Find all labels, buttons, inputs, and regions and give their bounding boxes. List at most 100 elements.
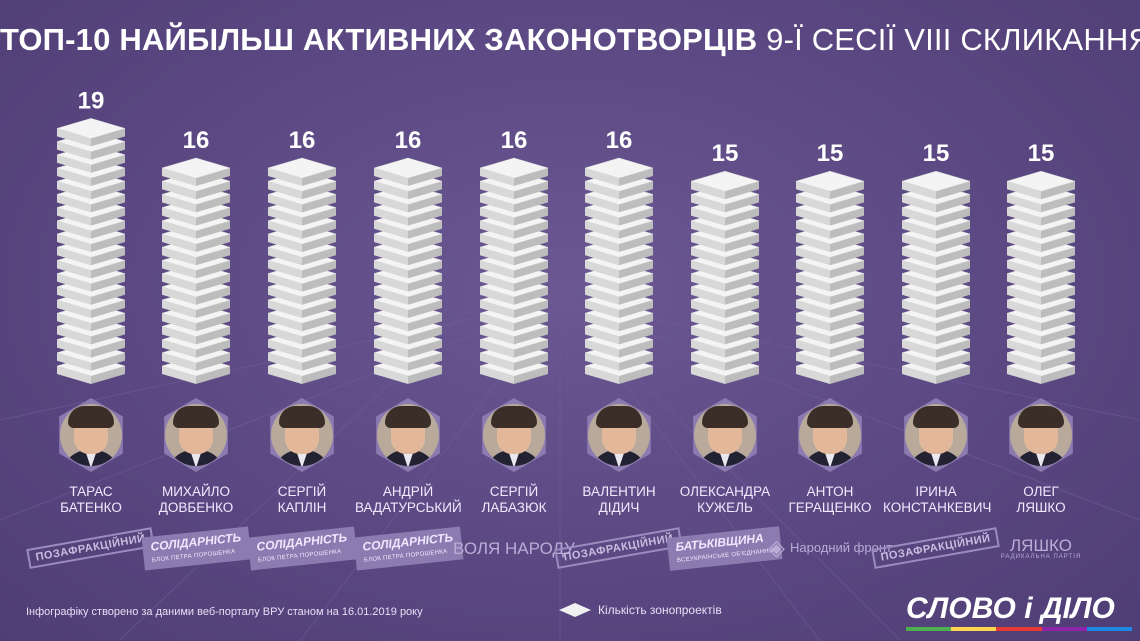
chart-legend: Кількість зонопроектів [558, 602, 722, 618]
portrait-photo [377, 404, 439, 466]
person-first-name: ІРИНА [915, 484, 957, 499]
bar-value-label: 15 [923, 140, 950, 167]
person-card: АНТОН ГЕРАЩЕНКО [777, 398, 883, 516]
party-name: ВОЛЯ НАРОДУ [453, 538, 575, 558]
chart: 19 16 16 16 16 16 15 15 15 15 [56, 87, 1076, 384]
party-name: ПОЗАФРАКЦІЙНИЙ [554, 527, 684, 569]
party-logo: ПОЗАФРАКЦІЙНИЙ [871, 526, 1001, 570]
party-wordmark: ВОЛЯ НАРОДУ [453, 540, 575, 557]
bar-stack [56, 118, 126, 384]
bar-value-label: 16 [289, 127, 316, 154]
person-card: АНДРІЙ ВАДАТУРСЬКИЙ [355, 398, 462, 516]
person-last-name: КОНСТАНКЕВИЧ [883, 500, 992, 515]
person-name: ОЛЕКСАНДРА КУЖЕЛЬ [672, 484, 778, 516]
brand-stripe [906, 627, 952, 631]
party-name: ПОЗАФРАКЦІЙНИЙ [26, 527, 156, 569]
portrait-photo [588, 404, 650, 466]
party-badge: БАТЬКІВЩИНА ВСЕУКРАЇНСЬКЕ ОБ'ЄДНАННЯ [667, 525, 783, 571]
title-bold: ТОП-10 НАЙБІЛЬШ АКТИВНИХ ЗАКОНОТВОРЦІВ [0, 22, 758, 57]
portrait-photo [165, 404, 227, 466]
party-subtitle: РАДИКАЛЬНА ПАРТІЯ [1000, 553, 1082, 560]
portrait-photo [905, 404, 967, 466]
person-last-name: КУЖЕЛЬ [697, 500, 753, 515]
bar-layer [690, 170, 760, 200]
bar-layer [584, 157, 654, 186]
bar-layer [901, 170, 971, 200]
portrait-frame [798, 398, 862, 472]
party-logo: ПОЗАФРАКЦІЙНИЙ [26, 526, 156, 570]
brand-stripe [951, 627, 997, 631]
party-name: ЛЯШКО [1010, 535, 1072, 555]
person-last-name: КАПЛІН [277, 500, 327, 515]
brand-stripe [1041, 627, 1087, 631]
person-first-name: ОЛЕГ [1023, 484, 1059, 499]
party-logo: ЛЯШКО РАДИКАЛЬНА ПАРТІЯ [986, 526, 1096, 570]
brand-stripe [1086, 627, 1133, 631]
person-first-name: ТАРАС [69, 484, 113, 499]
bar-stack [161, 157, 231, 384]
party-wordmark: ЛЯШКО РАДИКАЛЬНА ПАРТІЯ [1001, 537, 1081, 560]
party-badge: СОЛІДАРНІСТЬ БЛОК ПЕТРА ПОРОШЕНКА [353, 526, 463, 570]
person-last-name: БАТЕНКО [60, 500, 122, 515]
source-note: Інфографіку створено за даними веб-порта… [26, 606, 423, 618]
party-logo: СОЛІДАРНІСТЬ БЛОК ПЕТРА ПОРОШЕНКА [141, 526, 251, 570]
page-title: ТОП-10 НАЙБІЛЬШ АКТИВНИХ ЗАКОНОТВОРЦІВ 9… [0, 22, 1140, 58]
bar-stack [1006, 170, 1076, 384]
person-name: СЕРГІЙ КАПЛІН [249, 484, 355, 516]
portrait-frame [482, 398, 546, 472]
person-card: МИХАЙЛО ДОВБЕНКО [143, 398, 249, 516]
party-logo: ВОЛЯ НАРОДУ [453, 526, 575, 570]
bar-layer [1006, 170, 1076, 200]
bar-value-label: 16 [606, 127, 633, 154]
person-name: АНТОН ГЕРАЩЕНКО [777, 484, 883, 516]
bar-layer [267, 157, 337, 186]
person-last-name: ГЕРАЩЕНКО [788, 500, 872, 515]
bar-stack [795, 170, 865, 384]
portrait-photo [271, 404, 333, 466]
portrait-frame [1009, 398, 1073, 472]
bar-layer [56, 118, 126, 147]
person-name: МИХАЙЛО ДОВБЕНКО [143, 484, 249, 516]
bar-value-label: 15 [817, 140, 844, 167]
portrait-frame [59, 398, 123, 472]
person-first-name: СЕРГІЙ [489, 484, 539, 499]
portrait-frame [164, 398, 228, 472]
person-card: ТАРАС БАТЕНКО [38, 398, 144, 516]
legend-label: Кількість зонопроектів [598, 603, 722, 617]
person-card: ВАЛЕНТИН ДІДИЧ [566, 398, 672, 516]
person-last-name: ДІДИЧ [598, 500, 640, 515]
bar-stack [373, 157, 443, 384]
brand-stripes [906, 627, 1133, 631]
party-name: ПОЗАФРАКЦІЙНИЙ [871, 527, 1001, 569]
brand-logo: СЛОВО і ДІЛО [906, 592, 1115, 625]
party-badge: СОЛІДАРНІСТЬ БЛОК ПЕТРА ПОРОШЕНКА [141, 526, 251, 570]
person-card: ОЛЕГ ЛЯШКО [988, 398, 1094, 516]
person-card: ОЛЕКСАНДРА КУЖЕЛЬ [672, 398, 778, 516]
party-logo: СОЛІДАРНІСТЬ БЛОК ПЕТРА ПОРОШЕНКА [353, 526, 463, 570]
person-name: СЕРГІЙ ЛАБАЗЮК [461, 484, 567, 516]
bar-stack [584, 157, 654, 384]
person-last-name: ЛАБАЗЮК [481, 500, 547, 515]
bar-layer [373, 157, 443, 186]
party-logo: БАТЬКІВЩИНА ВСЕУКРАЇНСЬКЕ ОБ'ЄДНАННЯ [667, 525, 783, 571]
bar-stack [267, 157, 337, 384]
legend-block-icon [559, 603, 591, 617]
person-card: СЕРГІЙ КАПЛІН [249, 398, 355, 516]
person-last-name: ВАДАТУРСЬКИЙ [355, 500, 462, 515]
person-name: АНДРІЙ ВАДАТУРСЬКИЙ [355, 484, 462, 516]
portrait-photo [60, 404, 122, 466]
party-emblem-icon: ◈ [768, 535, 785, 560]
bar-layer [161, 157, 231, 186]
person-name: ОЛЕГ ЛЯШКО [988, 484, 1094, 516]
party-badge: СОЛІДАРНІСТЬ БЛОК ПЕТРА ПОРОШЕНКА [247, 526, 357, 570]
portrait-frame [693, 398, 757, 472]
portrait-frame [587, 398, 651, 472]
portrait-photo [694, 404, 756, 466]
person-first-name: МИХАЙЛО [161, 484, 231, 499]
bar-value-label: 16 [395, 127, 422, 154]
bar-value-label: 16 [501, 127, 528, 154]
bar-value-label: 19 [78, 87, 105, 114]
person-name: ІРИНА КОНСТАНКЕВИЧ [883, 484, 992, 516]
party-logo: ПОЗАФРАКЦІЙНИЙ [554, 526, 684, 570]
portrait-photo [799, 404, 861, 466]
